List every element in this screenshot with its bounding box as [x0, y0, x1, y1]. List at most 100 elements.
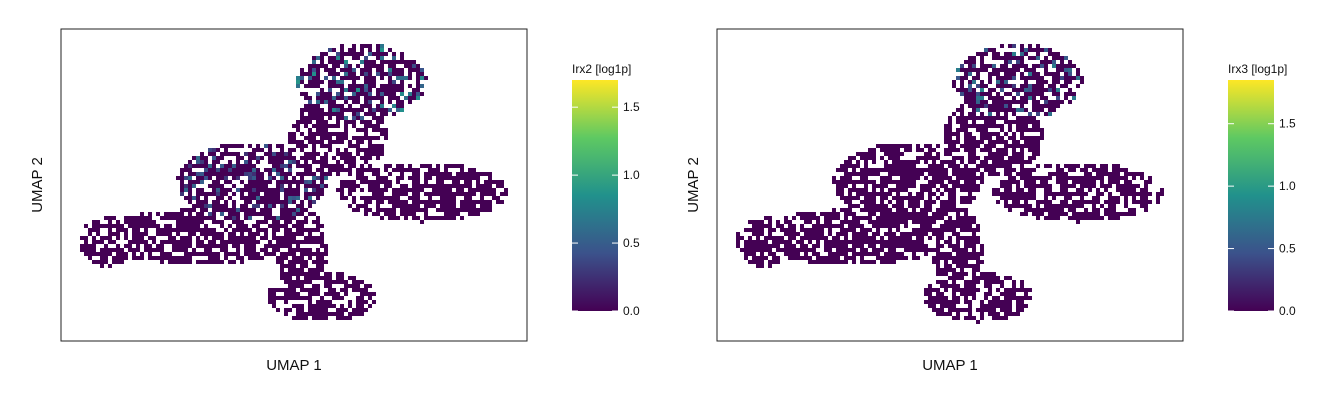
- hexbin-cell: [116, 220, 120, 224]
- hexbin-cell: [1112, 164, 1116, 168]
- hexbin-cell: [848, 180, 852, 184]
- hexbin-cell: [996, 72, 1000, 76]
- hexbin-cell: [276, 288, 280, 292]
- hexbin-cell: [900, 184, 904, 188]
- hexbin-cell: [340, 136, 344, 140]
- hexbin-cell: [96, 252, 100, 256]
- hexbin-cell: [1012, 88, 1016, 92]
- hexbin-cell: [212, 148, 216, 152]
- hexbin-cell: [1056, 76, 1060, 80]
- hexbin-cell: [1020, 44, 1024, 48]
- hexbin-cell: [272, 224, 276, 228]
- hexbin-cell: [372, 188, 376, 192]
- hexbin-cell: [312, 172, 316, 176]
- hexbin-cell: [436, 200, 440, 204]
- hexbin-cell: [824, 260, 828, 264]
- hexbin-cell: [260, 228, 264, 232]
- hexbin-cell: [376, 184, 380, 188]
- hexbin-cell: [1004, 196, 1008, 200]
- hexbin-cell: [928, 148, 932, 152]
- hexbin-cell: [1032, 152, 1036, 156]
- hexbin-cell: [1012, 160, 1016, 164]
- hexbin-cell: [824, 236, 828, 240]
- hexbin-cell: [884, 184, 888, 188]
- hexbin-cell: [248, 168, 252, 172]
- hexbin-cell: [1000, 44, 1004, 48]
- hexbin-cell: [800, 244, 804, 248]
- hexbin-cell: [1092, 176, 1096, 180]
- hexbin-cell: [136, 232, 140, 236]
- hexbin-cell: [252, 196, 256, 200]
- hexbin-cell: [320, 240, 324, 244]
- hexbin-cell: [376, 116, 380, 120]
- hexbin-cell: [236, 244, 240, 248]
- hexbin-cell: [972, 140, 976, 144]
- hexbin-cell: [1108, 184, 1112, 188]
- hexbin-cell: [1004, 200, 1008, 204]
- hexbin-cell: [236, 208, 240, 212]
- hexbin-cell: [324, 272, 328, 276]
- hexbin-cell: [992, 160, 996, 164]
- hexbin-cell: [316, 268, 320, 272]
- hexbin-cell: [392, 212, 396, 216]
- hexbin-cell: [892, 196, 896, 200]
- hexbin-cell: [948, 132, 952, 136]
- hexbin-cell: [304, 312, 308, 316]
- hexbin-cell: [368, 284, 372, 288]
- hexbin-cell: [304, 192, 308, 196]
- hexbin-cell: [964, 284, 968, 288]
- hexbin-cell: [992, 164, 996, 168]
- hexbin-cell: [268, 252, 272, 256]
- hexbin-cell: [1032, 148, 1036, 152]
- hexbin-cell: [1012, 56, 1016, 60]
- hexbin-cell: [1008, 60, 1012, 64]
- hexbin-cell: [992, 188, 996, 192]
- hexbin-cell: [912, 248, 916, 252]
- hexbin-cell: [328, 56, 332, 60]
- hexbin-cell: [792, 252, 796, 256]
- hexbin-cell: [808, 228, 812, 232]
- hexbin-cell: [312, 304, 316, 308]
- hexbin-cell: [492, 192, 496, 196]
- hexbin-cell: [832, 176, 836, 180]
- hexbin-cell: [952, 316, 956, 320]
- hexbin-cell: [1028, 192, 1032, 196]
- y-axis-label: UMAP 2: [29, 157, 46, 213]
- hexbin-cell: [1032, 188, 1036, 192]
- hexbin-cell: [860, 228, 864, 232]
- hexbin-cell: [1076, 176, 1080, 180]
- hexbin-cell: [1000, 196, 1004, 200]
- hexbin-cell: [376, 208, 380, 212]
- hexbin-cell: [296, 244, 300, 248]
- hexbin-cell: [168, 216, 172, 220]
- hexbin-cell: [1108, 172, 1112, 176]
- hexbin-cell: [776, 220, 780, 224]
- hexbin-cell: [248, 256, 252, 260]
- hexbin-cell: [880, 224, 884, 228]
- hexbin-cell: [416, 76, 420, 80]
- hexbin-cell: [348, 188, 352, 192]
- hexbin-cell: [236, 188, 240, 192]
- hexbin-cell: [264, 248, 268, 252]
- hexbin-cell: [180, 236, 184, 240]
- hexbin-cell: [312, 220, 316, 224]
- hexbin-cell: [792, 224, 796, 228]
- hexbin-cell: [184, 164, 188, 168]
- hexbin-cell: [340, 80, 344, 84]
- hexbin-cell: [796, 232, 800, 236]
- hexbin-cell: [396, 88, 400, 92]
- hexbin-cell: [368, 152, 372, 156]
- hexbin-cell: [848, 192, 852, 196]
- hexbin-cell: [996, 148, 1000, 152]
- hexbin-cell: [952, 144, 956, 148]
- hexbin-cell: [280, 164, 284, 168]
- hexbin-cell: [316, 240, 320, 244]
- hexbin-cell: [308, 136, 312, 140]
- hexbin-cell: [1060, 180, 1064, 184]
- hexbin-cell: [876, 220, 880, 224]
- hexbin-cell: [972, 80, 976, 84]
- hexbin-cell: [272, 304, 276, 308]
- hexbin-cell: [980, 128, 984, 132]
- hexbin-cell: [976, 92, 980, 96]
- hexbin-cell: [204, 172, 208, 176]
